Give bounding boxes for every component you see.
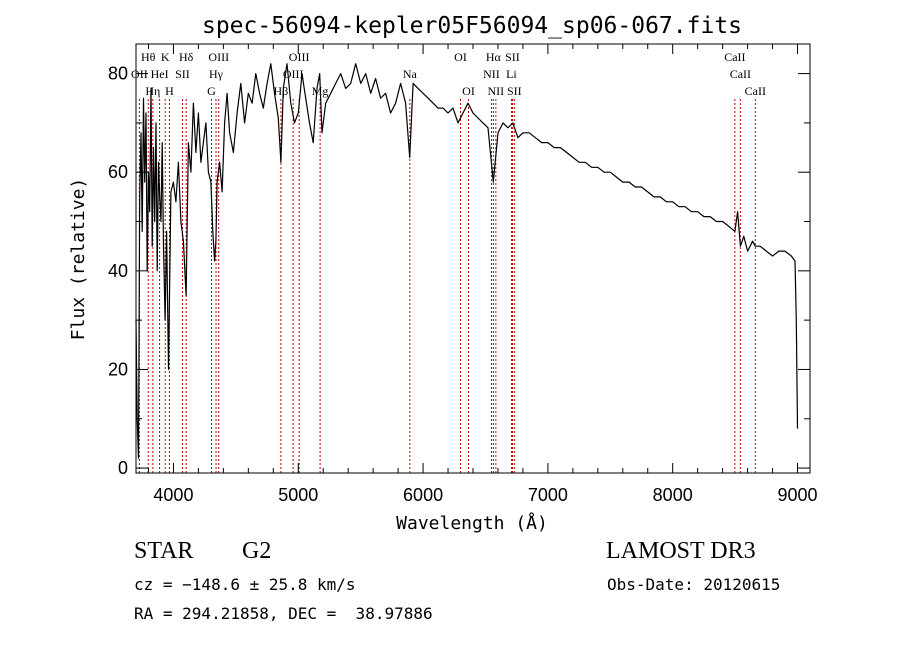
- line-label-4102: Hδ: [179, 50, 194, 64]
- x-axis-label: Wavelength (Å): [396, 512, 548, 534]
- redshift-velocity: cz = −148.6 ± 25.8 km/s: [134, 575, 356, 594]
- line-label-4072: SII: [175, 67, 190, 81]
- object-class: STAR: [134, 538, 194, 564]
- line-label-6364: OI: [462, 84, 475, 98]
- x-tick-label-7000: 7000: [528, 485, 568, 505]
- line-label-6563: Hα: [486, 50, 502, 64]
- line-label-3934: K: [161, 50, 170, 64]
- y-tick-label-60: 60: [108, 162, 128, 182]
- line-label-8662: CaII: [745, 84, 766, 98]
- y-tick-label-40: 40: [108, 261, 128, 281]
- line-label-4341: Hγ: [209, 67, 224, 81]
- line-label-4305: G: [207, 84, 216, 98]
- x-tick-label-6000: 6000: [403, 485, 443, 505]
- x-tick-label-9000: 9000: [777, 485, 817, 505]
- line-markers: OIIHθHηHeIKHSIIHδGHγOIIIHβOIIIOIIIMgNaOI…: [131, 50, 766, 473]
- line-label-6548: NII: [483, 67, 500, 81]
- line-label-6300: OI: [454, 50, 467, 64]
- y-tick-label-80: 80: [108, 64, 128, 84]
- line-label-6716: SII: [505, 50, 520, 64]
- line-label-8498: CaII: [724, 50, 745, 64]
- y-axis-label: Flux (relative): [68, 178, 89, 341]
- line-label-6708: Li: [506, 67, 517, 81]
- line-label-5007: OIII: [289, 50, 310, 64]
- line-label-5894: Na: [403, 67, 418, 81]
- line-label-4861: Hβ: [274, 84, 289, 98]
- line-label-8542: CaII: [730, 67, 751, 81]
- line-label-6583: NII: [488, 84, 505, 98]
- plot-axes: 4000 5000 6000 7000 8000 9000 0 20 40 60 80: [108, 43, 818, 505]
- subclass: G2: [242, 538, 272, 564]
- spectrum-series: [135, 63, 799, 459]
- spectrum-line-0: [135, 63, 799, 459]
- y-tick-label-20: 20: [108, 359, 128, 379]
- line-label-6731: SII: [507, 84, 522, 98]
- line-label-3798: Hθ: [141, 50, 156, 64]
- coordinates: RA = 294.21858, DEC = 38.97886: [134, 604, 433, 623]
- y-tick-label-0: 0: [118, 458, 128, 478]
- line-label-4363: OIII: [208, 50, 229, 64]
- x-tick-label-8000: 8000: [653, 485, 693, 505]
- line-label-3835: Hη: [145, 84, 160, 98]
- obs-date: Obs-Date: 20120615: [607, 575, 781, 594]
- line-label-3968: H: [165, 84, 174, 98]
- line-label-3889: HeI: [151, 67, 169, 81]
- chart-title: spec-56094-kepler05F56094_sp06-067.fits: [202, 13, 742, 39]
- x-tick-label-4000: 4000: [153, 485, 193, 505]
- survey-name: LAMOST DR3: [606, 538, 756, 564]
- x-tick-label-5000: 5000: [278, 485, 318, 505]
